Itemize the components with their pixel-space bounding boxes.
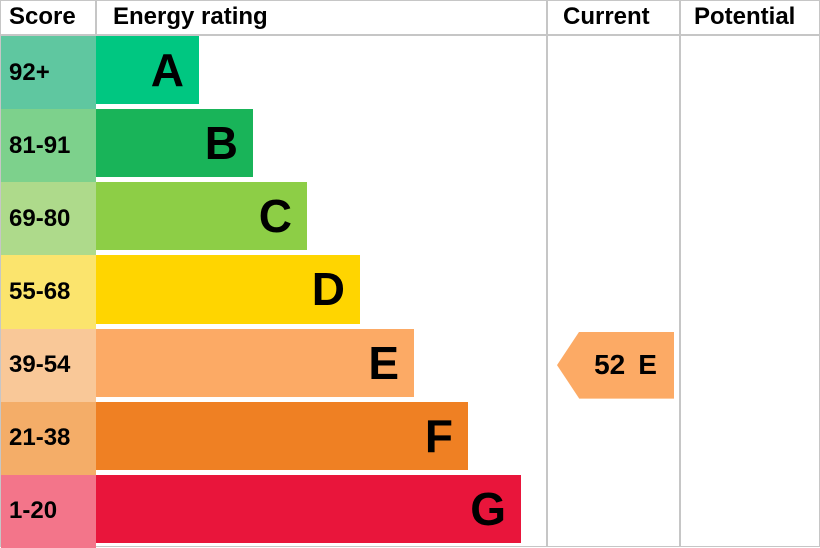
score-range-e: 39-54 — [1, 328, 96, 402]
score-range-c: 69-80 — [1, 182, 96, 256]
header-energy-rating: Energy rating — [113, 3, 268, 30]
rating-band-row-c: 69-80 C — [1, 182, 547, 256]
rating-letter-a: A — [150, 44, 184, 97]
score-range-g: 1-20 — [1, 474, 96, 548]
rating-letter-f: F — [424, 409, 453, 462]
rating-band-row-e: 39-54 E — [1, 328, 547, 402]
rating-bar-d: D — [96, 255, 360, 324]
rating-bar-f: F — [96, 401, 468, 470]
rating-letter-e: E — [368, 336, 399, 389]
rating-band-row-d: 55-68 D — [1, 255, 547, 329]
score-range-a: 92+ — [1, 36, 96, 110]
header-bottom-border — [1, 34, 819, 36]
rating-letter-c: C — [258, 190, 292, 243]
rating-bar-a: A — [96, 36, 199, 105]
score-range-f: 21-38 — [1, 401, 96, 475]
rating-bar-c: C — [96, 182, 307, 251]
rating-band-row-f: 21-38 F — [1, 401, 547, 475]
current-rating-letter: E — [638, 349, 657, 381]
rating-bar-b: B — [96, 109, 253, 178]
rating-letter-g: G — [470, 482, 506, 535]
score-range-b: 81-91 — [1, 109, 96, 183]
score-column-divider — [95, 1, 97, 34]
header-current: Current — [563, 3, 650, 30]
header-score: Score — [9, 3, 76, 30]
rating-letter-b: B — [204, 117, 238, 170]
current-column-divider — [546, 1, 548, 546]
rating-bar-e: E — [96, 328, 414, 397]
score-range-d: 55-68 — [1, 255, 96, 329]
rating-band-row-a: 92+ A — [1, 36, 547, 110]
rating-bar-g: G — [96, 474, 521, 543]
potential-column-divider — [679, 1, 681, 546]
header-potential: Potential — [694, 3, 796, 30]
chart-header: Score Energy rating Current Potential — [1, 1, 819, 34]
rating-bands: 92+ A 81-91 B 69-80 C 55-68 D 39-54 E 21-38 F 1-20 G — [1, 36, 547, 548]
rating-band-row-b: 81-91 B — [1, 109, 547, 183]
rating-band-row-g: 1-20 G — [1, 474, 547, 548]
rating-letter-d: D — [311, 263, 345, 316]
current-score-value: 52 — [594, 349, 626, 381]
current-rating-arrow: 52 E — [557, 331, 674, 399]
